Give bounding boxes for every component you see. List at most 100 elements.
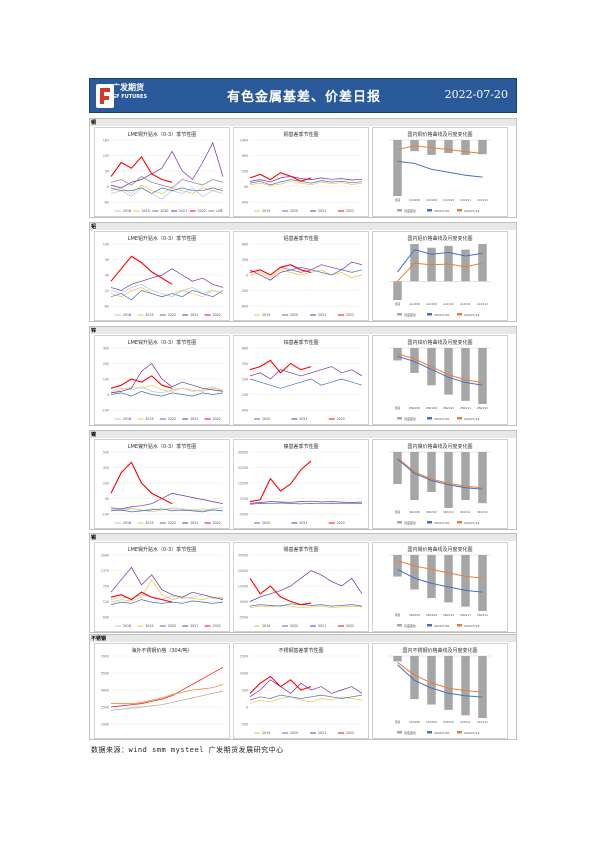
y-tick-label: -400 [241, 201, 248, 205]
legend-label: 2019 [145, 417, 153, 421]
legend-label: 2022/7/20 [434, 624, 449, 628]
legend-label: 2022/7/20 [434, 731, 449, 735]
chart-title: LME镍升贴水（0-3）季节性图 [128, 443, 196, 450]
bar-monthly-change [393, 452, 402, 484]
bar-monthly-change [410, 555, 419, 590]
y-tick-label: 1000 [101, 723, 109, 727]
chart-title: 国内铜价格曲线及月度变化图 [407, 131, 472, 138]
chart-panel: 镍基差季节性图 30000 21250 12500 3750 -5000 2020 2021 2… [233, 439, 369, 529]
series-line-2018 [110, 187, 224, 200]
section-header-bar [90, 534, 516, 541]
section-label: 不锈钢 [91, 636, 107, 642]
chart-svg: LME镍升贴水（0-3）季节性图 500 350 200 50 -100 2018 2019 2… [102, 443, 224, 525]
legend-label: 2018 [123, 624, 131, 628]
y-tick-label: 3750 [240, 497, 248, 501]
series-line-2020 [110, 391, 224, 397]
y-tick-label: -60 [104, 201, 109, 205]
y-tick-label: 50 [105, 497, 109, 501]
x-tick-label: 现货 [395, 406, 401, 410]
series-line-2022 [110, 591, 173, 603]
series-line-2022 [249, 264, 312, 276]
bar-monthly-change [461, 348, 470, 401]
legend-label: 2020 [290, 624, 298, 628]
y-tick-label: 15000 [238, 585, 248, 589]
chart-svg: 海外不锈钢价格（304/吨） 7000 5500 4000 2500 1000 [101, 647, 224, 727]
legend-swatch [457, 521, 462, 524]
legend-label: 2020 [168, 417, 176, 421]
chart-panel: 国内不锈钢价格曲线及月度变化图 现货 SS2208 SS2209 SS2210 SS221… [372, 643, 508, 739]
legend-label: 月度变化 [404, 416, 416, 421]
report-header: 广发期货 GF FUTURES 有色金属基差、价差日报 2022-07-20 [89, 78, 517, 113]
legend-label: 2019 [262, 731, 270, 735]
legend-swatch [427, 624, 432, 627]
y-tick-label: 500 [103, 451, 109, 455]
section-label: 锡 [91, 535, 97, 541]
y-tick-label: -100 [102, 513, 109, 517]
series-line-2021 [110, 268, 224, 291]
x-tick-label: SS2212 [477, 720, 488, 724]
series-line-2021 [249, 261, 363, 281]
legend-label: 2022/7/20 [434, 521, 449, 525]
bar-monthly-change [427, 555, 436, 599]
bar-monthly-change [444, 140, 453, 154]
chart-svg: 镍基差季节性图 30000 21250 12500 3750 -5000 2020 2021 2… [238, 443, 363, 525]
y-tick-label: -60 [104, 305, 109, 309]
legend-label: 2019 [142, 209, 150, 213]
chart-panel: 锡基差季节性图 35000 25000 15000 5000 -5000 2019 2020 2… [233, 542, 369, 632]
series-line-2022 [110, 375, 173, 389]
legend-label: 2021 [299, 521, 307, 525]
legend-swatch [457, 417, 462, 420]
series-line-2021 [249, 570, 363, 602]
legend-label: 2022/7/20 [434, 313, 449, 317]
y-tick-label: -500 [102, 616, 109, 620]
series-line-2020 [249, 179, 363, 186]
legend-label: 2019 [262, 209, 270, 213]
y-tick-label: -600 [241, 305, 248, 309]
bar-monthly-change [393, 140, 402, 196]
chart-svg: 锡基差季节性图 35000 25000 15000 5000 -5000 2019 2020 2… [238, 546, 363, 628]
y-tick-label: 35000 [238, 554, 248, 558]
x-tick-label: AL2210 [443, 302, 454, 306]
series-line-2019 [110, 184, 224, 194]
series-line-2019 [249, 696, 363, 704]
chart-title: 锡基差季节性图 [283, 546, 318, 553]
legend-swatch [397, 624, 402, 627]
y-tick-label: 300 [242, 258, 248, 262]
legend-label: 月度变化 [404, 520, 416, 525]
chart-panel: 国内锡价格曲线及月度变化图 现货 SN2208 SN2209 SN2210 SN2211 S… [372, 542, 508, 632]
x-tick-label: 现货 [395, 720, 401, 724]
bar-monthly-change [427, 656, 436, 705]
section-header-bar [90, 431, 516, 438]
x-tick-label: 现货 [395, 510, 401, 514]
y-tick-label: 100 [103, 378, 109, 382]
section-header-bar [90, 119, 516, 126]
y-tick-label: -150 [241, 393, 248, 397]
y-tick-label: 1375 [101, 569, 109, 573]
y-tick-label: -300 [241, 289, 248, 293]
bar-monthly-change [478, 555, 487, 611]
series-line-2022 [110, 255, 173, 285]
x-tick-label: SN2211 [460, 613, 471, 617]
y-tick-label: 21250 [238, 466, 248, 470]
y-tick-label: 5500 [101, 672, 109, 676]
legend-swatch [427, 417, 432, 420]
bar-monthly-change [393, 555, 402, 577]
line-2022-07-19 [397, 262, 483, 282]
x-tick-label: CU2211 [460, 198, 471, 202]
y-tick-label: 105 [103, 154, 109, 158]
chart-svg: 锌基差季节性图 600 350 100 -150 -400 2020 2021 2022 [241, 339, 363, 421]
chart-title: LME铜升贴水（0-3）季节性图 [128, 131, 196, 138]
report-date: 2022-07-20 [444, 88, 508, 101]
bar-monthly-change [461, 656, 470, 716]
y-tick-label: 40 [105, 274, 109, 278]
y-tick-label: 0 [107, 393, 109, 397]
y-tick-label: 25000 [238, 569, 248, 573]
y-tick-label: 50 [105, 170, 109, 174]
legend-swatch [457, 313, 462, 316]
y-tick-label: 350 [242, 362, 248, 366]
chart-svg: LME锡升贴水（0-3）季节性图 2000 1375 750 125 -500 2018 20… [101, 546, 224, 628]
y-tick-label: 30000 [238, 451, 248, 455]
x-tick-label: CU2210 [443, 198, 454, 202]
legend-label: 2021 [318, 624, 326, 628]
chart-title: LME锌升贴水（0-3）季节性图 [128, 339, 196, 346]
